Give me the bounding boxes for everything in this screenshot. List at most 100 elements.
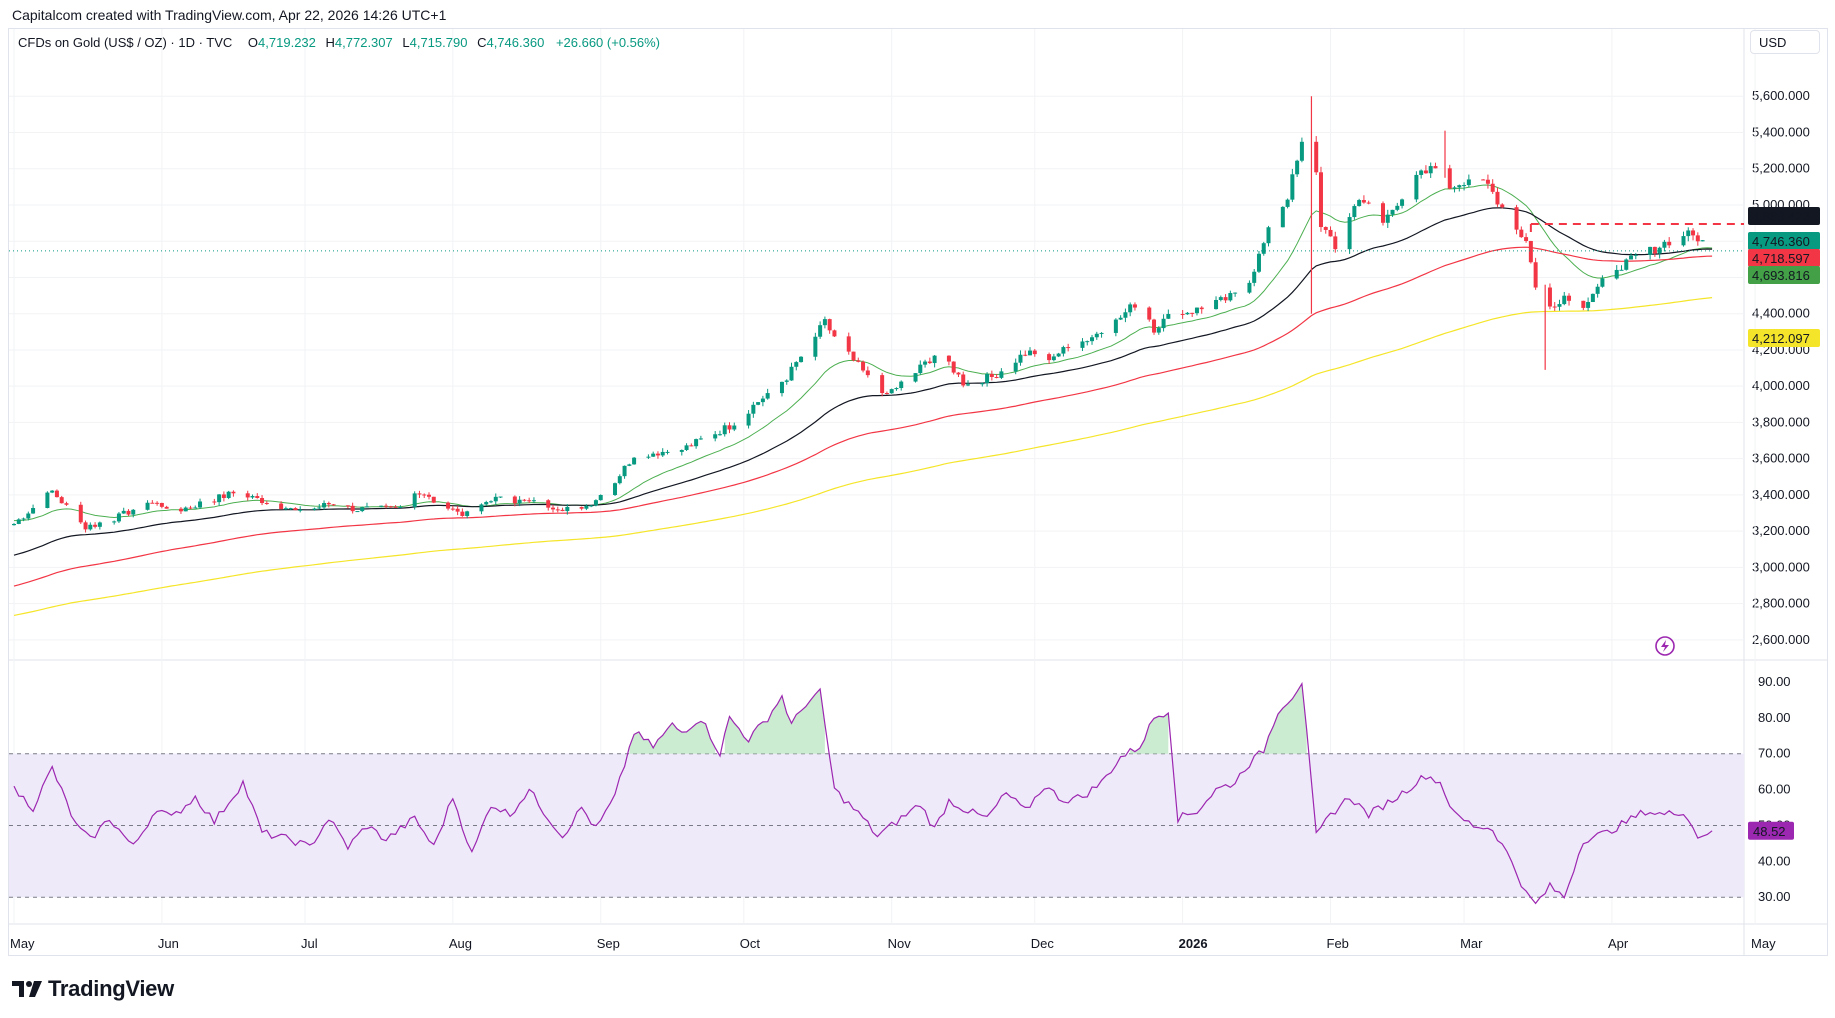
candle-body — [1395, 205, 1400, 210]
candle-body — [245, 493, 250, 498]
candle-body — [713, 434, 718, 439]
price-label-text: 4,212.097 — [1752, 331, 1810, 346]
candle-body — [1018, 354, 1023, 363]
candle-body — [1495, 191, 1500, 205]
candle-body — [1252, 271, 1257, 283]
candle-body — [1233, 292, 1238, 294]
candle-body — [1457, 185, 1462, 188]
candle-body — [1352, 206, 1357, 218]
candle-body — [622, 465, 627, 477]
candle-body — [1686, 230, 1691, 237]
candle-body — [1090, 337, 1095, 342]
candle-body — [484, 502, 489, 505]
ema-line-200 — [13, 297, 1713, 616]
candle-body — [326, 503, 331, 505]
ema-line-20 — [13, 184, 1713, 522]
candle-body — [78, 504, 83, 523]
candle-body — [980, 383, 985, 385]
time-tick-label: May — [1751, 936, 1776, 951]
candle-body — [617, 476, 622, 484]
rsi-tick-label: 30.00 — [1758, 889, 1791, 904]
candle-body — [1485, 179, 1490, 184]
candle-body — [121, 510, 126, 514]
chart-legend: CFDs on Gold (US$ / OZ) · 1D · TVC O4,71… — [18, 35, 660, 50]
time-tick-label: Mar — [1460, 936, 1483, 951]
legend-close: 4,746.360 — [486, 35, 545, 50]
candle-body — [918, 364, 923, 374]
candle-body — [717, 434, 722, 436]
candle-body — [779, 381, 784, 394]
price-tick-label: 5,200.000 — [1752, 161, 1810, 176]
time-tick-label: May — [10, 936, 35, 951]
brand-logo[interactable]: TradingView — [12, 975, 174, 1003]
candle-body — [789, 366, 794, 381]
rsi-tick-label: 70.00 — [1758, 746, 1791, 761]
candle-body — [212, 501, 217, 503]
candle-body — [1347, 217, 1352, 250]
currency-button[interactable]: USD — [1750, 30, 1820, 54]
candle-body — [1056, 353, 1061, 357]
candle-body — [1280, 206, 1285, 228]
candle-body — [1132, 304, 1137, 308]
candle-body — [83, 522, 88, 530]
candle-body — [732, 425, 737, 430]
rsi-last-badge — [1748, 821, 1794, 840]
candle-body — [317, 507, 322, 509]
candle-body — [126, 510, 131, 515]
candle-body — [613, 483, 618, 495]
candle-body — [1295, 160, 1300, 175]
candle-body — [364, 506, 369, 508]
candle-body — [1586, 302, 1591, 308]
candle-body — [1066, 347, 1071, 349]
rsi-line — [13, 681, 1713, 905]
candle-body — [59, 497, 64, 504]
candle-body — [589, 505, 594, 507]
time-tick-label: Dec — [1031, 936, 1055, 951]
candle-body — [426, 494, 431, 497]
price-label-text: 4,718.597 — [1752, 251, 1810, 266]
attribution-text: Capitalcom created with TradingView.com,… — [12, 7, 447, 23]
candle-body — [1590, 293, 1595, 303]
chart-frame — [8, 28, 1828, 956]
candle-body — [951, 361, 956, 373]
time-tick-label: Apr — [1608, 936, 1629, 951]
candle-body — [1500, 204, 1505, 208]
candle-body — [1051, 356, 1056, 361]
candle-body — [1414, 174, 1419, 200]
legend-open-label: O — [247, 35, 259, 50]
candle-body — [1657, 247, 1662, 254]
candle-body — [1428, 166, 1433, 174]
candle-body — [827, 319, 832, 331]
candle-body — [1299, 141, 1304, 161]
candle-body — [846, 336, 851, 352]
candle-body — [150, 502, 155, 504]
candle-body — [1218, 297, 1223, 300]
candle-body — [1128, 304, 1133, 313]
candle-body — [431, 496, 436, 503]
candle-body — [1333, 236, 1338, 250]
candle-body — [551, 507, 556, 510]
candle-body — [1533, 262, 1538, 288]
legend-low: 4,715.790 — [409, 35, 468, 50]
price-tick-label: 3,000.000 — [1752, 559, 1810, 574]
candle-body — [1466, 179, 1471, 186]
candle-body — [193, 507, 198, 509]
ema-line-100 — [13, 246, 1713, 587]
candle-body — [799, 356, 804, 363]
candle-body — [1361, 200, 1366, 203]
candle-body — [1147, 307, 1152, 320]
candle-body — [555, 509, 560, 511]
price-tick-label: 2,600.000 — [1752, 632, 1810, 647]
price-label-badge — [1748, 329, 1820, 347]
candle-body — [632, 457, 637, 465]
candle-body — [1552, 306, 1557, 308]
candle-body — [188, 507, 193, 509]
candle-body — [1194, 307, 1199, 314]
candle-body — [1481, 179, 1486, 181]
candle-body — [1447, 168, 1452, 189]
candle-body — [1328, 229, 1333, 237]
candle-body — [178, 508, 183, 512]
candle-body — [1380, 203, 1385, 223]
candle-body — [956, 372, 961, 375]
